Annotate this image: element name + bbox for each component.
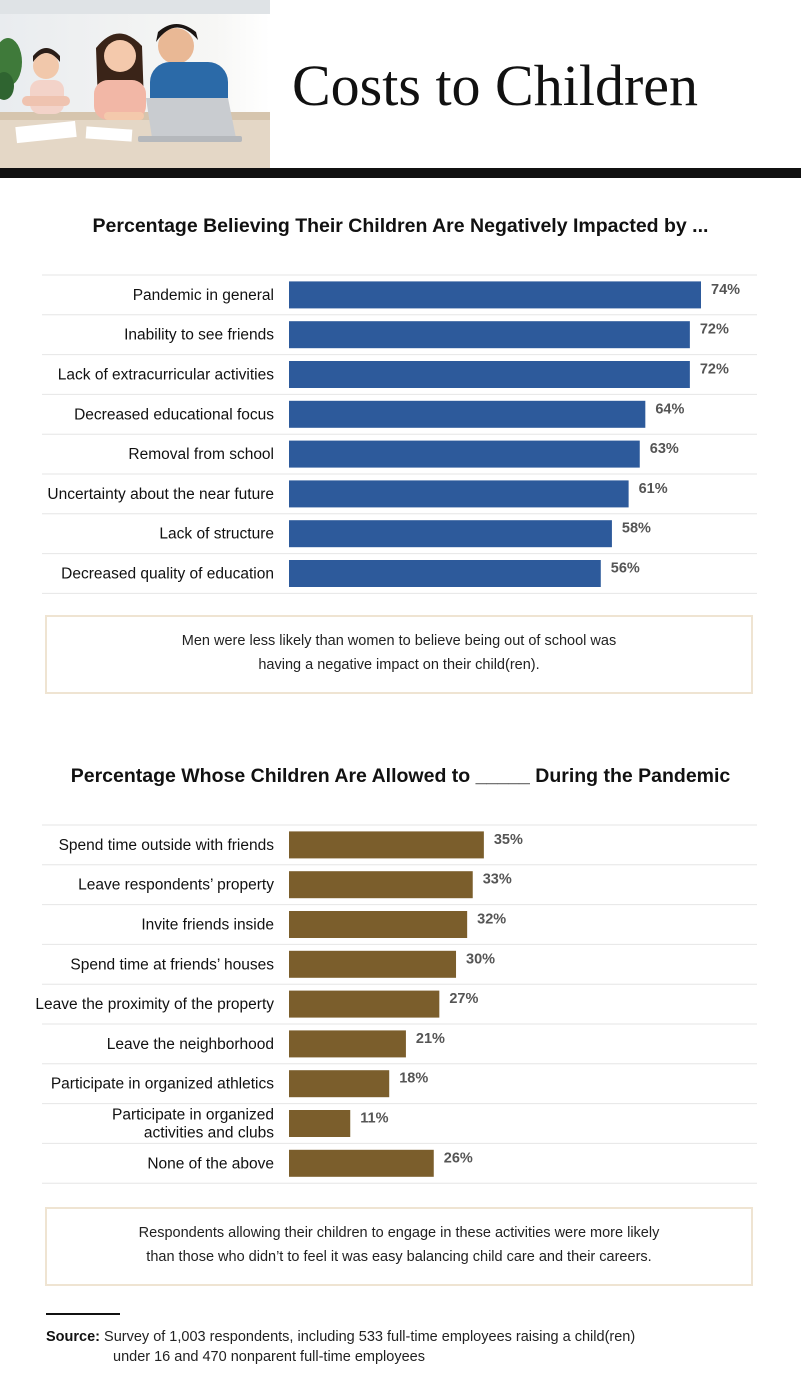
chart-1-title: Percentage Believing Their Children Are … xyxy=(92,215,709,237)
chart-2-title: Percentage Whose Children Are Allowed to… xyxy=(70,765,731,787)
chart-1-value-decreased-quality-of-education: 56% xyxy=(611,561,640,577)
chart-1-bar-lack-of-extracurricular-activities xyxy=(289,361,690,388)
callout-2-line-1: Respondents allowing their children to e… xyxy=(138,1225,660,1241)
chart-1-label-uncertainty-about-the-near-future: Uncertainty about the near future xyxy=(47,486,274,503)
chart-2-label-spend-time-outside-with-friends: Spend time outside with friends xyxy=(59,837,275,854)
chart-2-bar-spend-time-outside-with-friends xyxy=(289,831,484,859)
family-photo xyxy=(0,0,270,168)
chart-2-value-spend-time-at-friends-houses: 30% xyxy=(466,951,495,967)
callout-2: Respondents allowing their children to e… xyxy=(45,1207,753,1286)
callout-1: Men were less likely than women to belie… xyxy=(45,615,753,694)
chart-2-value-participate-in-organized-athletics: 18% xyxy=(399,1071,428,1087)
chart-2-value-none-of-the-above: 26% xyxy=(444,1150,473,1166)
chart-1-bar-lack-of-structure xyxy=(289,520,612,548)
chart-1-value-lack-of-structure: 58% xyxy=(622,521,651,537)
chart-1-bar-uncertainty-about-the-near-future xyxy=(289,480,629,508)
chart-1-value-removal-from-school: 63% xyxy=(650,441,679,457)
chart-2-bar-none-of-the-above xyxy=(289,1149,434,1177)
chart-2-label-invite-friends-inside: Invite friends inside xyxy=(141,917,274,934)
chart-2-bar-leave-the-proximity-of-the-property xyxy=(289,990,440,1018)
chart-1-value-decreased-educational-focus: 64% xyxy=(655,401,684,417)
header: Costs to Children xyxy=(0,0,801,178)
page-title: Costs to Children xyxy=(292,53,699,118)
chart-1-label-inability-to-see-friends: Inability to see friends xyxy=(124,327,274,344)
chart-2-label-none-of-the-above: None of the above xyxy=(147,1155,274,1172)
chart-1-label-removal-from-school: Removal from school xyxy=(128,446,274,463)
chart-1-value-uncertainty-about-the-near-future: 61% xyxy=(639,481,668,497)
header-divider xyxy=(0,168,801,178)
chart-1-label-lack-of-structure: Lack of structure xyxy=(159,526,274,543)
chart-1-value-pandemic-in-general: 74% xyxy=(711,282,740,298)
chart-2-bar-participate-in-organized-athletics xyxy=(289,1070,390,1098)
chart-2-bar-invite-friends-inside xyxy=(289,911,468,938)
source-line-2: under 16 and 470 nonparent full-time emp… xyxy=(113,1349,425,1365)
chart-1-value-inability-to-see-friends: 72% xyxy=(700,322,729,338)
chart-2-bar-leave-the-neighborhood xyxy=(289,1030,406,1058)
chart-1-bars: Pandemic in general 74% Inability to see f… xyxy=(42,274,757,594)
chart-2-label-leave-respondents-property: Leave respondents’ property xyxy=(78,877,274,894)
source-divider xyxy=(46,1313,120,1315)
chart-1-label-decreased-quality-of-education: Decreased quality of education xyxy=(61,566,274,583)
chart-2-bar-leave-respondents-property xyxy=(289,871,473,899)
chart-2-value-leave-the-neighborhood: 21% xyxy=(416,1031,445,1047)
chart-2-label-participate-in-organized-activities-and-clubs: Participate in organized activities and c… xyxy=(112,1107,274,1142)
source-label: Source: xyxy=(46,1329,100,1345)
chart-2-bar-participate-in-organized-activities-and-clubs xyxy=(289,1110,351,1137)
chart-2-value-spend-time-outside-with-friends: 35% xyxy=(494,832,523,848)
chart-2-bars: Spend time outside with friends 35% Leave … xyxy=(35,824,757,1184)
chart-1-label-lack-of-extracurricular-activities: Lack of extracurricular activities xyxy=(58,367,274,384)
chart-2-label-leave-the-proximity-of-the-property: Leave the proximity of the property xyxy=(35,996,274,1013)
chart-1-bar-decreased-quality-of-education xyxy=(289,560,601,587)
source-note: Source: Survey of 1,003 respondents, inc… xyxy=(46,1327,786,1367)
chart-1-label-pandemic-in-general: Pandemic in general xyxy=(133,287,274,304)
chart-2-label-leave-the-neighborhood: Leave the neighborhood xyxy=(107,1036,274,1053)
chart-1-bar-decreased-educational-focus xyxy=(289,400,646,428)
chart-1-bar-inability-to-see-friends xyxy=(289,321,690,349)
chart-1-bar-removal-from-school xyxy=(289,440,640,468)
callout-2-line-2: than those who didn’t to feel it was eas… xyxy=(146,1249,652,1265)
chart-2-label-participate-in-organized-athletics: Participate in organized athletics xyxy=(51,1076,274,1093)
chart-1-value-lack-of-extracurricular-activities: 72% xyxy=(700,362,729,378)
callout-1-line-2: having a negative impact on their child(… xyxy=(258,657,540,673)
chart-2-value-invite-friends-inside: 32% xyxy=(477,912,506,928)
chart-2-value-leave-the-proximity-of-the-property: 27% xyxy=(449,991,478,1007)
chart-2-label-spend-time-at-friends-houses: Spend time at friends’ houses xyxy=(70,956,274,973)
chart-1-label-decreased-educational-focus: Decreased educational focus xyxy=(74,406,274,423)
chart-2-value-leave-respondents-property: 33% xyxy=(483,872,512,888)
callout-1-line-1: Men were less likely than women to belie… xyxy=(181,633,617,649)
chart-2-bar-spend-time-at-friends-houses xyxy=(289,950,457,978)
chart-1-bar-pandemic-in-general xyxy=(289,281,701,309)
source-line-1: Survey of 1,003 respondents, including 5… xyxy=(104,1329,636,1345)
chart-2-value-participate-in-organized-activities-and-clubs: 11% xyxy=(360,1111,388,1127)
